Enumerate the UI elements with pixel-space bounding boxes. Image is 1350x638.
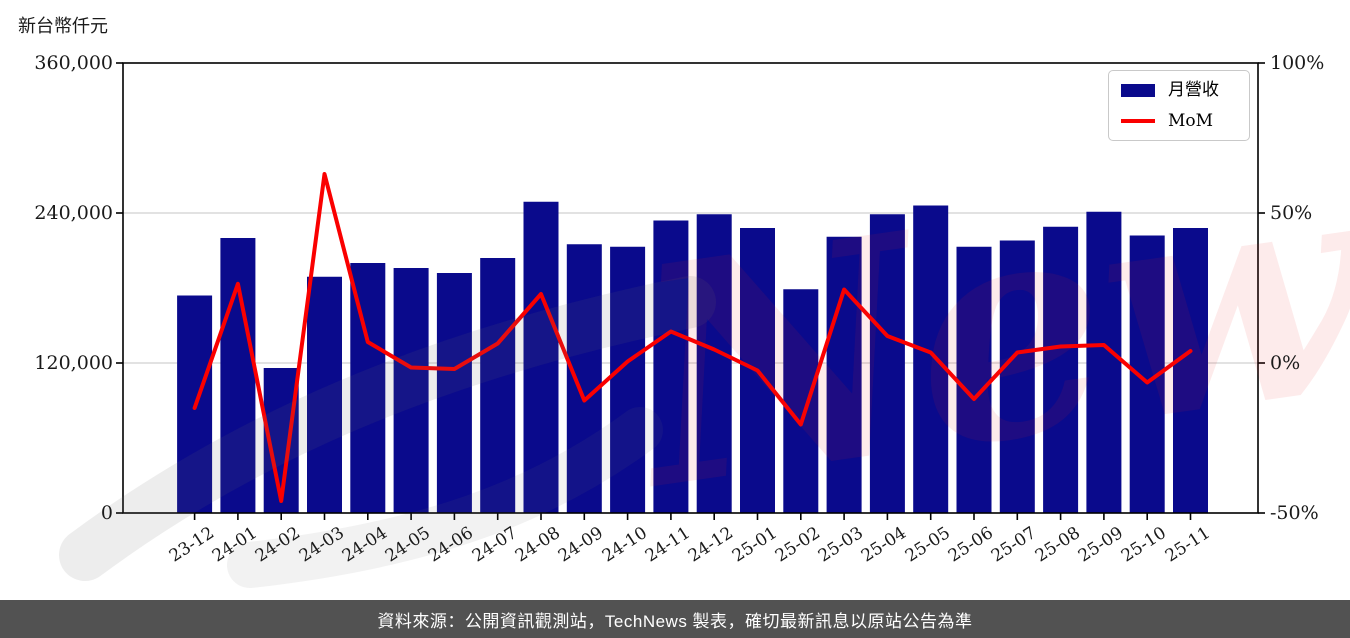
revenue-bar-25-05: [913, 205, 949, 513]
legend: 月營收 MoM: [1108, 70, 1250, 141]
revenue-bar-24-07: [480, 258, 516, 513]
revenue-bar-24-12: [696, 214, 732, 513]
revenue-bar-24-09: [566, 244, 602, 513]
chart-dynamic-layer: [116, 62, 1265, 520]
revenue-bar-24-11: [653, 220, 689, 513]
revenue-bar-25-03: [826, 236, 862, 513]
y-left-tick-label: 0: [100, 502, 113, 524]
y-right-tick-label: -50%: [1270, 502, 1319, 524]
revenue-bar-24-03: [307, 276, 342, 513]
y-left-tick-label: 120,000: [34, 352, 113, 374]
watermark-swoosh2-icon: [227, 407, 663, 588]
source-footer: 資料來源：公開資訊觀測站，TechNews 製表，確切最新訊息以原站公告為準: [0, 600, 1350, 638]
plot-border: [122, 62, 1259, 514]
watermark-technews-text: News: [610, 82, 1350, 557]
revenue-bar-24-10: [610, 246, 646, 513]
revenue-bar-25-04: [869, 214, 905, 513]
y-right-tick-label: 0%: [1270, 352, 1301, 374]
mom-line: [192, 172, 1193, 503]
legend-item-revenue: 月營收: [1121, 80, 1237, 100]
legend-item-mom: MoM: [1121, 111, 1237, 131]
revenue-bar-24-06: [436, 273, 472, 513]
revenue-bar-25-08: [1043, 226, 1079, 513]
revenue-bar-25-06: [956, 246, 992, 513]
revenue-bar-25-07: [999, 240, 1035, 513]
y-axis-unit-label: 新台幣仟元: [18, 16, 108, 37]
revenue-bar-24-08: [523, 201, 559, 513]
legend-line-swatch-icon: [1121, 119, 1155, 123]
legend-bar-swatch-icon: [1121, 83, 1155, 97]
legend-bar-label: 月營收: [1168, 80, 1219, 100]
revenue-bar-24-05: [393, 268, 429, 513]
revenue-bar-25-11: [1173, 228, 1208, 513]
y-right-tick-label: 100%: [1270, 52, 1325, 74]
y-left-tick-label: 360,000: [34, 52, 113, 74]
legend-line-label: MoM: [1168, 111, 1214, 131]
watermark-swoosh-icon: [59, 276, 716, 581]
revenue-bar-25-09: [1086, 211, 1122, 513]
y-right-tick-label: 50%: [1270, 202, 1313, 224]
y-left-tick-label: 240,000: [34, 202, 113, 224]
revenue-bar-25-02: [783, 289, 819, 513]
